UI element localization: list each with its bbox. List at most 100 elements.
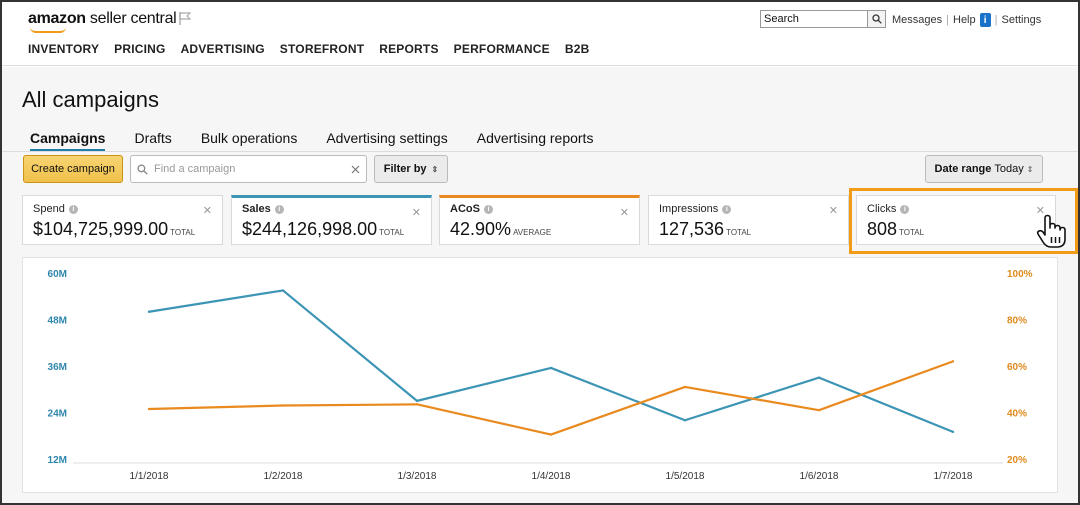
nav-b2b[interactable]: B2B [564,42,590,56]
tab-advertising-reports[interactable]: Advertising reports [476,130,594,146]
header-search [760,10,886,28]
y-right-tick-label: 60% [1007,362,1027,373]
metric-number: $244,126,998.00 [242,219,378,239]
messages-link[interactable]: Messages [892,14,943,26]
info-icon[interactable]: i [900,204,910,214]
metric-card-acos[interactable]: ACoS i ✕ 42.90% AVERAGE [439,195,640,245]
nav-advertising[interactable]: ADVERTISING [180,42,265,56]
data-point [683,385,687,389]
metric-name: Sales i [242,203,421,215]
metric-value: $104,725,999.00 TOTAL [33,219,212,240]
find-campaign-input[interactable] [154,163,345,175]
y-right-tick-label: 20% [1007,455,1027,466]
amazon-seller-central-logo[interactable]: amazon seller central [28,10,177,33]
settings-link[interactable]: Settings [1001,14,1042,26]
line-chart-svg: 12M 24M 36M 48M 60M 20% 40% 60% 80% 100% 1/1/2018 1… [48,269,1033,482]
metric-label: Clicks [867,203,897,215]
metric-unit: TOTAL [379,228,405,237]
metric-number: $104,725,999.00 [33,219,169,239]
hand-pointer-icon [1036,214,1066,248]
metric-number: 42.90% [450,219,512,239]
main-nav: INVENTORY PRICING ADVERTISING STOREFRONT… [28,42,589,56]
info-icon[interactable]: i [274,204,284,214]
x-tick-label: 1/4/2018 [532,471,571,482]
flag-icon[interactable] [178,11,192,25]
metric-value: 42.90% AVERAGE [450,219,629,240]
metric-name: Clicks i [867,203,1045,215]
metric-unit: TOTAL [899,228,925,237]
x-tick-label: 1/2/2018 [264,471,303,482]
data-point [683,419,687,422]
tab-divider [2,151,1078,152]
help-link[interactable]: Help [953,14,976,26]
y-left-tick-label: 36M [48,362,67,373]
metric-value: $244,126,998.00 TOTAL [242,219,421,240]
x-tick-label: 1/1/2018 [130,471,169,482]
tab-drafts[interactable]: Drafts [134,130,172,146]
metric-label: Impressions [659,203,719,215]
close-icon[interactable]: ✕ [1035,205,1045,217]
close-icon[interactable]: ✕ [411,207,421,219]
data-point [549,433,553,436]
info-icon[interactable]: i [483,204,493,214]
nav-inventory[interactable]: INVENTORY [28,42,100,56]
tab-advertising-settings[interactable]: Advertising settings [326,130,448,146]
metric-name: ACoS i [450,203,629,215]
y-right-tick-label: 80% [1007,316,1027,327]
metric-card-sales[interactable]: Sales i ✕ $244,126,998.00 TOTAL [231,195,432,245]
filter-by-label: Filter by [383,163,427,175]
filter-by-button[interactable]: Filter by ⇕ [374,155,448,183]
info-icon[interactable]: i [68,204,78,214]
clear-icon[interactable] [351,165,360,174]
data-point [951,360,955,363]
top-header: amazon seller central Messages | Help i … [2,2,1078,66]
page-title: All campaigns [22,87,159,112]
metric-card-spend[interactable]: Spend i ✕ $104,725,999.00 TOTAL [22,195,223,245]
logo-light-text: seller central [85,10,177,27]
metric-name: Impressions i [659,203,838,215]
campaign-tabs: Campaigns Drafts Bulk operations Adverti… [30,130,593,151]
create-campaign-button[interactable]: Create campaign [23,155,123,183]
nav-performance[interactable]: PERFORMANCE [453,42,550,56]
x-tick-label: 1/7/2018 [934,471,973,482]
metric-number: 808 [867,219,898,239]
metric-unit: TOTAL [170,228,196,237]
metric-number: 127,536 [659,219,725,239]
tab-bulk-operations[interactable]: Bulk operations [200,130,298,146]
close-icon[interactable]: ✕ [828,205,838,217]
data-point [415,399,419,403]
x-tick-label: 1/5/2018 [666,471,705,482]
metric-label: Spend [33,203,65,215]
logo-smile-icon [30,27,66,33]
y-right-tick-label: 40% [1007,409,1027,420]
nav-storefront[interactable]: STOREFRONT [279,42,365,56]
nav-reports[interactable]: REPORTS [379,42,439,56]
metric-unit: TOTAL [726,228,752,237]
info-icon[interactable]: i [722,204,732,214]
y-left-tick-label: 12M [48,455,67,466]
close-icon[interactable]: ✕ [619,207,629,219]
y-left-tick-label: 48M [48,316,67,327]
metric-name: Spend i [33,203,212,215]
data-point [281,404,285,407]
tab-campaigns[interactable]: Campaigns [30,130,106,151]
logo-bold-text: amazon [28,10,86,27]
search-input[interactable] [760,10,868,28]
divider: | [946,14,949,26]
metric-card-clicks[interactable]: Clicks i ✕ 808 TOTAL [856,195,1056,245]
date-range-value: Today [994,163,1024,175]
nav-pricing[interactable]: PRICING [114,42,166,56]
search-button[interactable] [868,10,886,28]
date-range-label: Date range [934,163,992,175]
header-links: Messages | Help i | Settings [892,13,1041,27]
metric-unit: AVERAGE [513,228,552,237]
search-icon [871,14,882,24]
info-icon[interactable]: i [979,13,991,27]
clicks-highlight-box [849,188,1078,254]
performance-chart: 12M 24M 36M 48M 60M 20% 40% 60% 80% 100% 1/1/2018 1… [22,257,1058,493]
metric-card-impressions[interactable]: Impressions i ✕ 127,536 TOTAL [648,195,849,245]
date-range-button[interactable]: Date range Today ⇕ [925,155,1043,183]
close-icon[interactable]: ✕ [202,205,212,217]
data-point [951,430,955,434]
divider: | [994,14,998,26]
